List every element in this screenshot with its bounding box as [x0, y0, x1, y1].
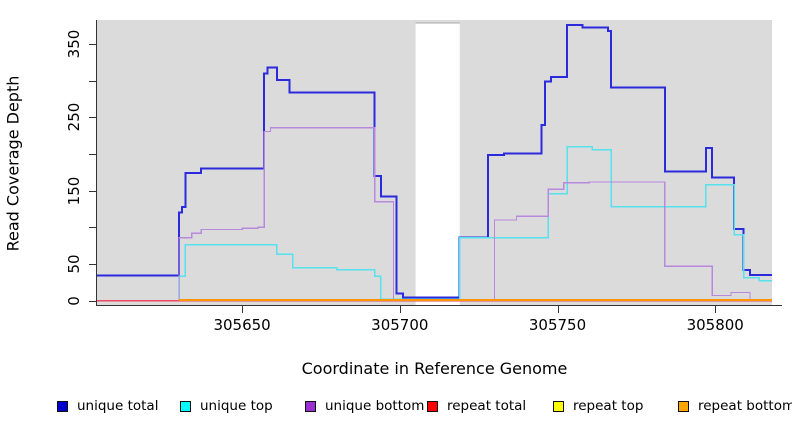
y-tick-label: 350 — [65, 29, 83, 59]
legend: unique total unique top unique bottom repea… — [0, 398, 792, 418]
series-unique-top — [97, 145, 772, 302]
x-tick-label: 305700 — [371, 316, 429, 334]
x-tick-label: 305650 — [213, 316, 271, 334]
legend-label: unique bottom — [325, 398, 425, 414]
y-tick-label: 250 — [65, 103, 83, 132]
y-tick — [89, 227, 96, 229]
y-tick-label: 150 — [65, 176, 83, 206]
y-tick-label: 50 — [65, 254, 83, 274]
x-tick-label: 305750 — [528, 316, 587, 334]
legend-label: unique top — [200, 398, 273, 414]
y-tick — [89, 154, 96, 156]
x-tick — [557, 306, 559, 313]
no-data-gap-band — [415, 23, 460, 305]
legend-swatch-icon — [305, 400, 316, 412]
legend-item-unique-total: unique total — [57, 398, 158, 414]
y-axis-title: Read Coverage Depth — [3, 75, 23, 252]
legend-item-repeat-top: repeat top — [553, 398, 643, 414]
y-tick — [89, 80, 96, 82]
legend-item-repeat-total: repeat total — [427, 398, 526, 414]
y-tick — [89, 263, 96, 265]
y-tick — [89, 300, 96, 302]
x-tick — [399, 306, 401, 313]
plot-panel — [97, 20, 772, 305]
legend-item-unique-bottom: unique bottom — [305, 398, 424, 414]
legend-item-unique-top: unique top — [180, 398, 273, 414]
legend-swatch-icon — [180, 400, 191, 412]
x-axis-line — [96, 305, 782, 306]
series-unique-total — [97, 24, 772, 299]
legend-item-repeat-bottom: repeat bottom — [678, 398, 792, 414]
legend-label: repeat bottom — [698, 398, 792, 414]
x-tick — [715, 306, 717, 313]
y-tick-label: 0 — [65, 295, 83, 306]
plot-canvas — [97, 20, 772, 305]
legend-swatch-icon — [553, 400, 564, 412]
x-axis-title: Coordinate in Reference Genome — [301, 359, 568, 378]
legend-swatch-icon — [678, 400, 689, 412]
x-tick-label: 305800 — [686, 316, 744, 334]
y-tick — [89, 44, 96, 46]
y-tick — [89, 190, 96, 192]
x-tick — [242, 306, 244, 313]
legend-label: repeat top — [573, 398, 644, 414]
legend-label: unique total — [77, 398, 159, 414]
legend-swatch-icon — [57, 400, 68, 412]
legend-swatch-icon — [427, 400, 438, 412]
y-axis-line — [96, 20, 97, 306]
legend-label: repeat total — [447, 398, 527, 414]
y-tick — [89, 117, 96, 119]
